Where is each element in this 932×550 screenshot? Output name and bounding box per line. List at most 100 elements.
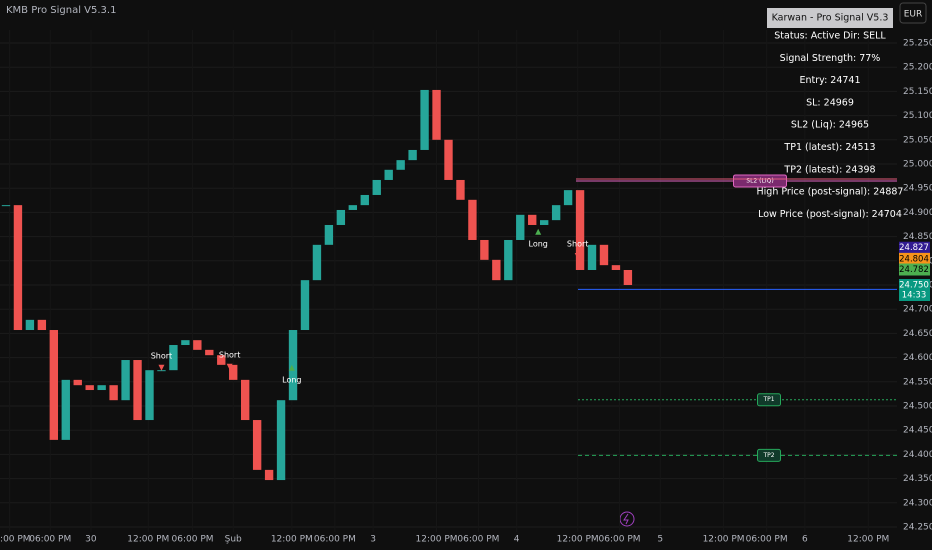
candle <box>205 349 214 356</box>
x-tick-label: 06:00 PM <box>172 535 214 545</box>
signal-label: Long <box>282 375 301 384</box>
candle <box>420 89 429 150</box>
level-tag <box>757 393 781 407</box>
candle <box>252 420 262 470</box>
candle <box>468 199 477 240</box>
level-label: TP1 <box>762 396 774 403</box>
buy-marker <box>288 364 295 371</box>
y-tick-label: 24.700 <box>903 305 932 315</box>
candle <box>109 385 118 401</box>
candle <box>539 220 549 225</box>
level-tag <box>733 174 787 188</box>
candle <box>276 400 286 481</box>
candle <box>193 340 202 350</box>
signal-label: Short <box>219 350 240 359</box>
price-badge <box>899 279 930 301</box>
y-tick-label: 24.650 <box>903 329 932 339</box>
candle <box>611 265 621 270</box>
candle <box>551 205 561 221</box>
level-label: TP2 <box>762 452 774 459</box>
candle <box>264 469 274 481</box>
price-badge-label: 24.804 <box>899 254 929 264</box>
y-tick-label: 24.250 <box>903 523 932 533</box>
y-tick-label: 24.550 <box>903 377 932 387</box>
panel-row: Entry: 24741 <box>799 75 860 86</box>
x-tick-label: 12:00 PM <box>416 535 458 545</box>
panel-header: Karwan - Pro Signal V5.3 <box>772 13 889 24</box>
candle <box>169 345 178 371</box>
candle <box>396 160 405 170</box>
price-badge <box>899 241 930 254</box>
y-tick-label: 24.350 <box>903 474 932 484</box>
candle <box>229 364 238 380</box>
x-tick-label: 30 <box>85 535 97 545</box>
candle <box>480 239 489 260</box>
y-tick-label: 25.000 <box>903 160 932 170</box>
x-tick-label: 5 <box>657 535 663 545</box>
y-tick-label: 24.400 <box>903 450 932 460</box>
x-tick-label: 06:00 PM <box>746 535 788 545</box>
price-badge-label: 24.782 <box>899 265 929 275</box>
candle <box>61 379 70 440</box>
panel-row: Signal Strength: 77% <box>780 53 881 64</box>
candle <box>587 244 597 270</box>
y-tick-label: 24.300 <box>903 498 932 508</box>
panel-row: High Price (post-signal): 24887 <box>757 187 904 198</box>
candle <box>599 244 609 266</box>
x-tick-label: 6 <box>802 535 808 545</box>
candle <box>133 360 142 421</box>
sell-marker <box>158 364 165 371</box>
candle <box>145 370 154 421</box>
price-badge-label: 24.750 <box>899 281 929 291</box>
panel-row: Status: Active Dir: SELL <box>774 31 886 42</box>
candle <box>528 214 537 225</box>
x-tick-label: Şub <box>225 535 242 545</box>
candle <box>324 224 334 245</box>
x-tick-label: 12:00 PM <box>127 535 169 545</box>
panel-row: SL: 24969 <box>806 97 854 108</box>
candle <box>432 89 441 140</box>
currency-label[interactable]: EUR <box>904 10 923 20</box>
signal-label: Short <box>567 239 588 248</box>
panel-row: TP1 (latest): 24513 <box>783 142 875 153</box>
candle <box>13 205 23 331</box>
price-badge-label: 24.827 <box>899 243 929 253</box>
candle <box>384 169 393 180</box>
panel-header-bg <box>767 8 893 28</box>
buy-marker <box>535 228 542 235</box>
candle <box>121 360 130 401</box>
y-tick-label: 25.200 <box>903 63 932 73</box>
x-tick-label: 06:00 PM <box>314 535 356 545</box>
level-label: SL2 (LIQ) <box>746 177 773 184</box>
x-tick-label: 06:00 PM <box>29 535 71 545</box>
panel-row: Low Price (post-signal): 24704 <box>758 209 902 220</box>
y-tick-label: 25.150 <box>903 87 932 97</box>
price-badge <box>899 263 930 276</box>
candle <box>25 319 35 331</box>
candle <box>1 205 11 207</box>
y-tick-label: 24.900 <box>903 208 932 218</box>
price-badge <box>899 252 930 265</box>
y-tick-label: 25.100 <box>903 111 932 121</box>
candle <box>408 149 417 161</box>
sell-marker <box>574 252 581 259</box>
candle <box>217 355 226 365</box>
candle <box>623 269 633 285</box>
x-tick-label: 06:00 PM <box>599 535 641 545</box>
candle <box>360 194 369 206</box>
alert-bolt <box>623 513 629 525</box>
x-tick-label: 12:00 PM <box>847 535 889 545</box>
panel-row: SL2 (Liq): 24965 <box>791 120 869 131</box>
x-tick-label: 12:00 PM <box>703 535 745 545</box>
y-tick-label: 24.950 <box>903 184 932 194</box>
signal-label: Short <box>151 351 172 360</box>
currency-button[interactable] <box>899 2 927 24</box>
candle <box>181 340 190 346</box>
x-tick-label: 12:00 PM <box>0 535 31 545</box>
y-tick-label: 25.250 <box>903 39 932 49</box>
candle <box>288 330 298 401</box>
candle <box>37 319 47 331</box>
